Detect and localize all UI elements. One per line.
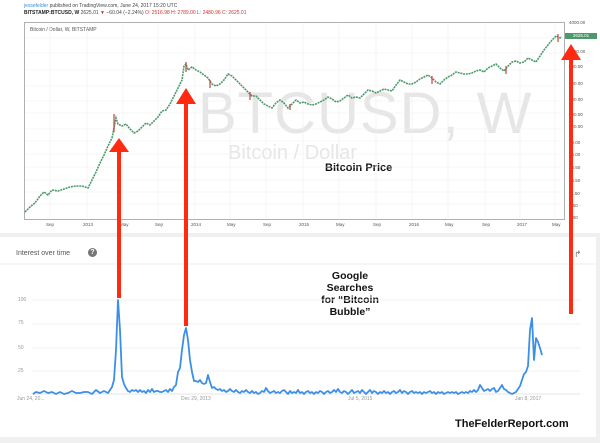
author-link[interactable]: jessefelder	[24, 3, 49, 9]
x-tick: Jul 5, 2015	[348, 396, 373, 402]
google-trends-panel	[0, 237, 596, 437]
x-tick: Dec 29, 2013	[181, 396, 211, 402]
y-tick: 50	[18, 345, 24, 351]
help-icon[interactable]: ?	[88, 248, 97, 257]
annotation-bitcoin-price: Bitcoin Price	[325, 162, 393, 174]
red-arrow-2013	[109, 138, 129, 298]
footer-credit: TheFelderReport.com	[455, 418, 569, 430]
chart-legend: Bitcoin / Dollar, W, BITSTAMP	[30, 27, 97, 33]
ohlc: O: 2516.98 H: 2789.00 L: 2480.96 C: 2625…	[145, 10, 247, 16]
share-icon[interactable]: ↱	[574, 249, 582, 259]
y-tick: 75	[18, 320, 24, 326]
watermark-symbol: BTCUSD, W	[198, 81, 533, 146]
price-axis[interactable]: 4000.00 1500.00 900.00 500.00 300.00 180…	[569, 20, 586, 220]
red-arrow-2017	[561, 44, 581, 314]
y-tick: 25	[18, 368, 24, 374]
chart-meta: jessefelder published on TradingView.com…	[24, 3, 247, 16]
price-grid	[25, 23, 562, 218]
watermark-name: Bitcoin / Dollar	[228, 142, 357, 164]
x-tick: Jan 8, 2017	[515, 396, 542, 402]
down-candles	[113, 34, 559, 132]
symbol: BITSTAMP:BTCUSD, W	[24, 10, 80, 16]
red-arrow-2014	[176, 88, 196, 326]
trends-grid	[32, 299, 580, 395]
price-series	[24, 35, 563, 213]
search-interest-series	[32, 299, 543, 395]
trends-title: Interest over time	[16, 250, 71, 257]
last-price-tag: 2625.01	[565, 33, 597, 39]
y-tick: 100	[18, 297, 27, 303]
down-arrow-icon: ▼	[100, 10, 105, 16]
x-tick: Jun 24, 20...	[17, 396, 45, 402]
